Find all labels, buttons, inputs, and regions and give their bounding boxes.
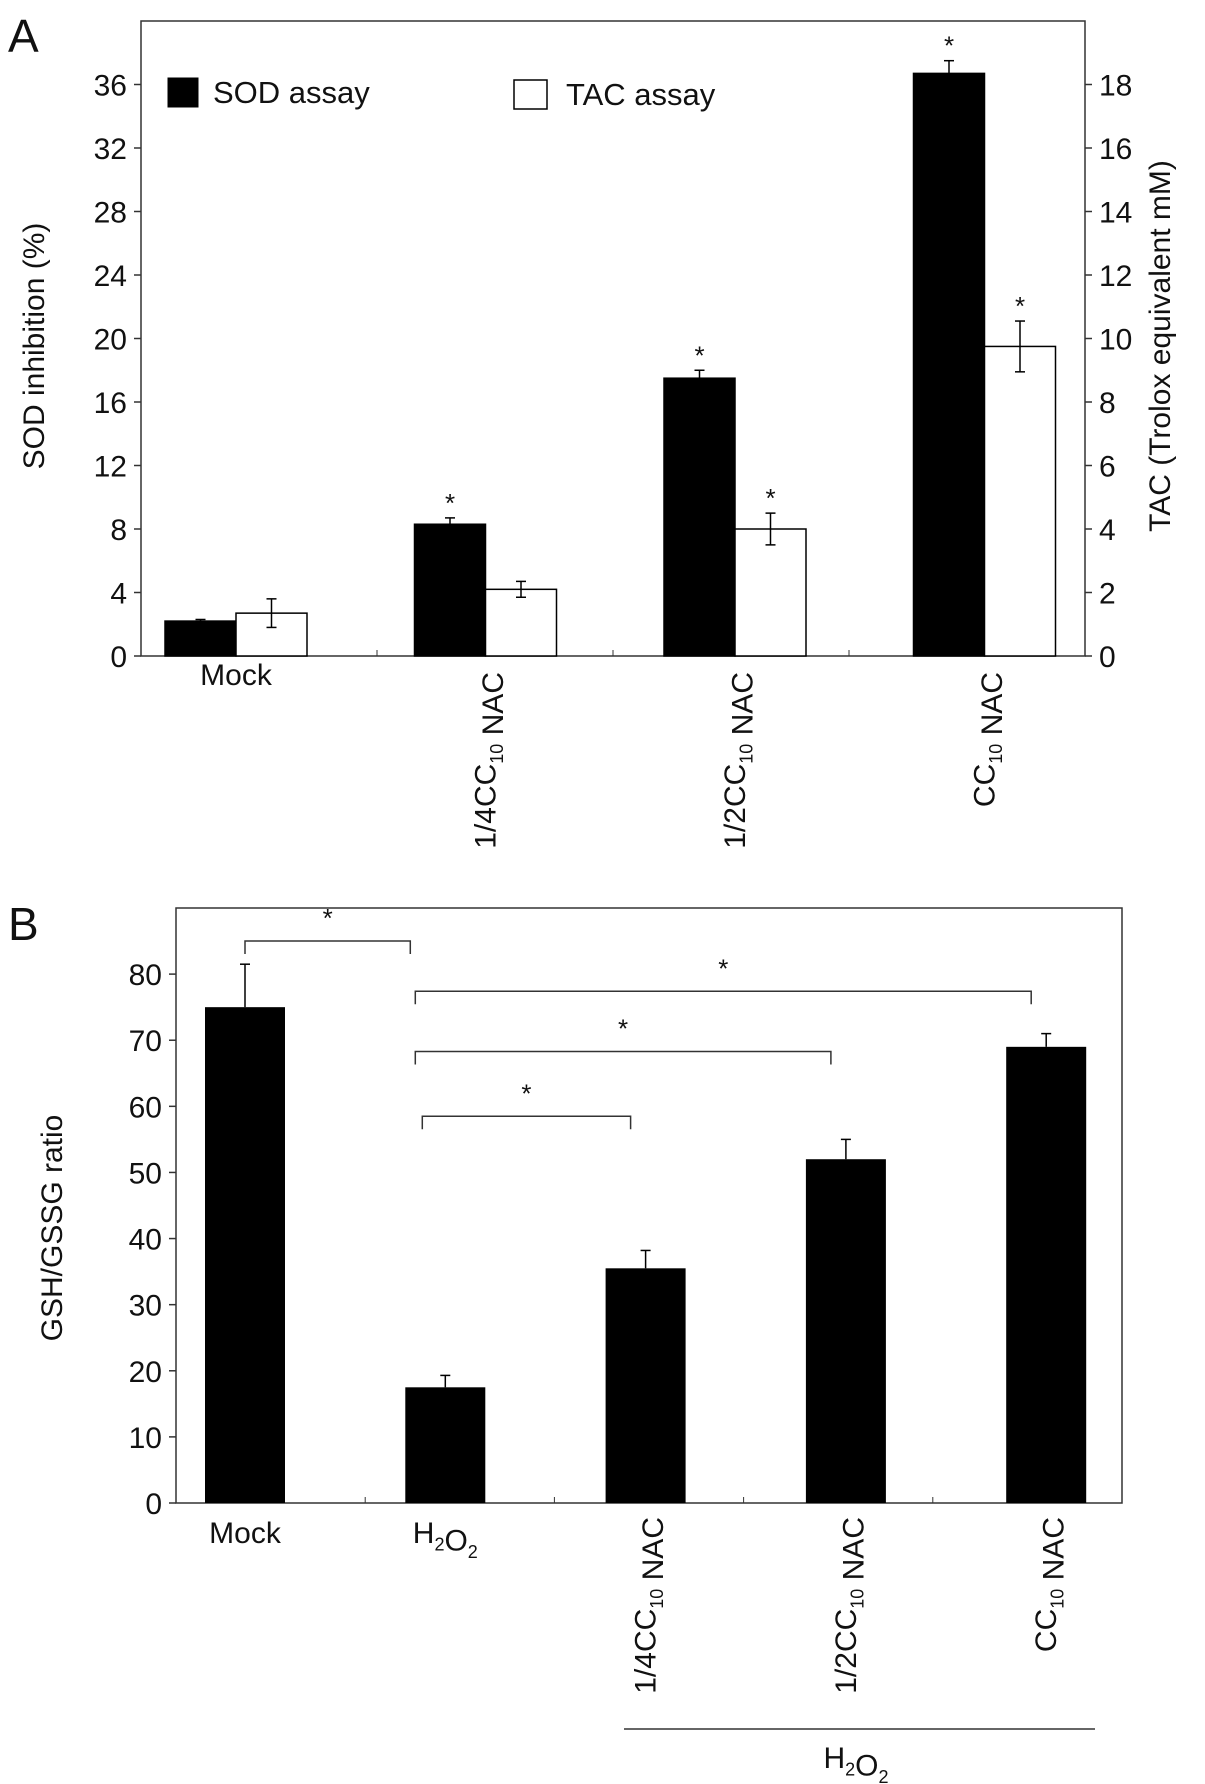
y-tick-label: 0 bbox=[110, 641, 127, 674]
y-right-tick-label: 8 bbox=[1099, 387, 1116, 420]
legend-label-tac: TAC assay bbox=[566, 77, 716, 112]
x-category-label: Mock bbox=[200, 659, 273, 692]
significance-star: * bbox=[765, 483, 775, 513]
gsh-gssg-bar bbox=[205, 1007, 285, 1503]
y-tick-label: 32 bbox=[94, 133, 127, 166]
x-category-label: 1/2CC10 NAC bbox=[719, 672, 760, 849]
significance-star: * bbox=[618, 1013, 628, 1043]
y-tick-label: 8 bbox=[110, 514, 127, 547]
x-category-label: Mock bbox=[209, 1517, 282, 1550]
y-tick-label: 60 bbox=[129, 1091, 162, 1124]
significance-star: * bbox=[521, 1078, 531, 1108]
sod-bar bbox=[912, 72, 986, 657]
y-right-tick-label: 2 bbox=[1099, 578, 1116, 611]
x-category-label: CC10 NAC bbox=[1030, 1517, 1071, 1652]
legend-swatch-tac bbox=[513, 79, 548, 110]
significance-bracket bbox=[421, 1115, 632, 1130]
y-axis-label: SOD inhibition (%) bbox=[18, 223, 51, 470]
y-right-tick-label: 18 bbox=[1099, 70, 1132, 103]
sod-bar bbox=[164, 620, 237, 657]
y-tick-label: 10 bbox=[129, 1422, 162, 1455]
y-tick-label: 50 bbox=[129, 1157, 162, 1190]
y-right-tick-label: 16 bbox=[1099, 133, 1132, 166]
significance-bracket bbox=[244, 940, 412, 955]
x-category-label: 1/4CC10 NAC bbox=[630, 1517, 671, 1694]
y-tick-label: 70 bbox=[129, 1025, 162, 1058]
significance-star: * bbox=[445, 488, 455, 518]
group-label: H2O2 bbox=[823, 1742, 888, 1784]
y-right-tick-label: 0 bbox=[1099, 641, 1116, 674]
y-right-tick-label: 10 bbox=[1099, 324, 1132, 357]
significance-star: * bbox=[1015, 291, 1025, 321]
y-tick-label: 20 bbox=[94, 324, 127, 357]
y-axis-label: GSH/GSSG ratio bbox=[36, 1115, 69, 1342]
y-tick-label: 16 bbox=[94, 387, 127, 420]
tac-bar bbox=[484, 588, 558, 657]
gsh-gssg-bar bbox=[805, 1159, 886, 1503]
gsh-gssg-bar bbox=[605, 1268, 686, 1503]
y-tick-label: 20 bbox=[129, 1356, 162, 1389]
x-category-label: 1/2CC10 NAC bbox=[830, 1517, 871, 1694]
y-right-tick-label: 4 bbox=[1099, 514, 1116, 547]
significance-star: * bbox=[944, 31, 954, 61]
y-tick-label: 24 bbox=[94, 260, 127, 293]
tac-bar bbox=[983, 345, 1057, 657]
gsh-gssg-bar bbox=[1006, 1046, 1087, 1503]
y-tick-label: 12 bbox=[94, 451, 127, 484]
gsh-gssg-bar bbox=[405, 1387, 486, 1503]
significance-star: * bbox=[694, 340, 704, 370]
x-category-label: H2O2 bbox=[413, 1517, 478, 1562]
x-category-label: CC10 NAC bbox=[969, 672, 1010, 807]
y-right-tick-label: 6 bbox=[1099, 451, 1116, 484]
legend-swatch-sod bbox=[167, 77, 199, 108]
significance-star: * bbox=[323, 903, 333, 933]
y-tick-label: 80 bbox=[129, 959, 162, 992]
tac-bar bbox=[734, 528, 807, 657]
y-right-axis-label: TAC (Trolox equivalent mM) bbox=[1144, 160, 1177, 532]
sod-bar bbox=[413, 523, 487, 657]
y-tick-label: 0 bbox=[145, 1488, 162, 1521]
y-tick-label: 30 bbox=[129, 1290, 162, 1323]
legend-label-sod: SOD assay bbox=[213, 75, 370, 110]
y-right-tick-label: 14 bbox=[1099, 197, 1132, 230]
y-tick-label: 28 bbox=[94, 197, 127, 230]
panel-b-chart: 0 10 20 30 40 50 60 70 80 GSH/GSSG ratio Mock H2O2 1… bbox=[36, 903, 1123, 1784]
x-category-label: 1/4CC10 NAC bbox=[470, 672, 511, 849]
sod-bar bbox=[663, 377, 736, 657]
y-tick-label: 4 bbox=[110, 578, 127, 611]
significance-bracket bbox=[414, 1050, 832, 1065]
y-right-tick-label: 12 bbox=[1099, 260, 1132, 293]
significance-star: * bbox=[718, 953, 728, 983]
panel-label-b: B bbox=[8, 898, 39, 950]
significance-bracket bbox=[414, 990, 1032, 1005]
panel-label-a: A bbox=[8, 10, 39, 62]
y-tick-label: 36 bbox=[94, 70, 127, 103]
y-tick-label: 40 bbox=[129, 1224, 162, 1257]
